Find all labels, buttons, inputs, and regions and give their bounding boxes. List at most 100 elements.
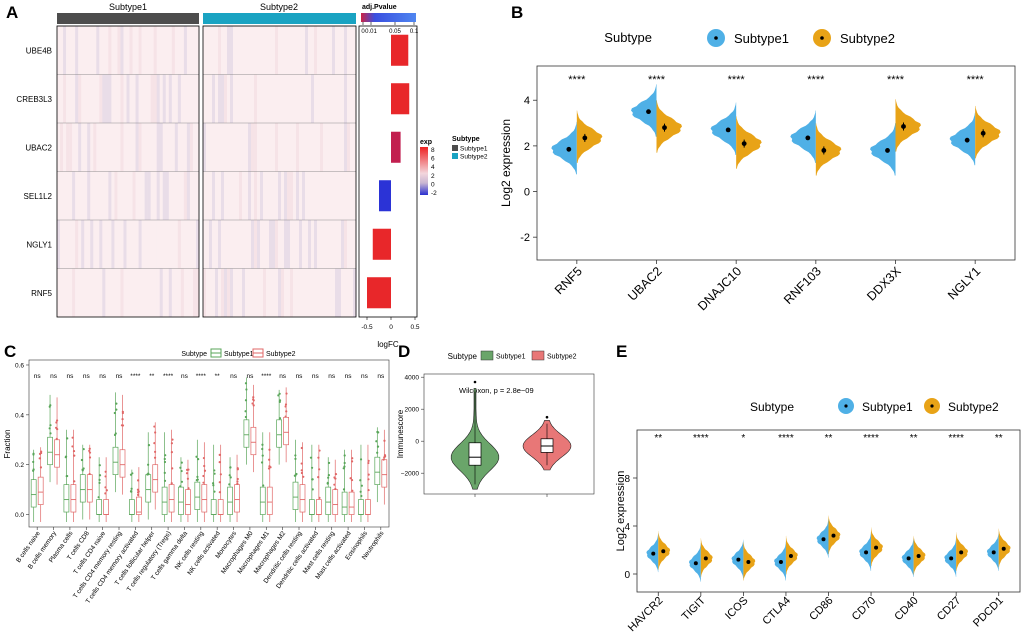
- outlier-point: [350, 478, 354, 482]
- heatmap-cell: [206, 220, 210, 269]
- heatmap-cell: [105, 26, 109, 75]
- box: [374, 456, 381, 485]
- outlier-point: [294, 454, 297, 457]
- heatmap-cell: [180, 26, 185, 75]
- heatmap-cell: [353, 220, 357, 269]
- outlier-point: [203, 469, 207, 472]
- heatmap-cell: [162, 26, 167, 75]
- heatmap-cell: [84, 171, 88, 220]
- panel-d-ytick-label: −2000: [401, 471, 420, 478]
- heatmap-cell: [123, 268, 127, 317]
- outlier-point: [163, 471, 166, 475]
- heatmap-cell: [236, 220, 240, 269]
- outlier-point: [180, 480, 184, 483]
- significance-label: ns: [361, 373, 369, 380]
- heatmap-cell: [248, 171, 252, 220]
- outlier-point: [218, 481, 221, 484]
- heatmap-cell: [278, 220, 282, 269]
- heatmap-cell: [87, 74, 91, 123]
- heatmap-cell: [329, 220, 333, 269]
- outlier-point: [32, 460, 35, 464]
- heatmap-cell: [126, 171, 130, 220]
- heatmap-cell: [66, 26, 70, 75]
- heatmap-cell: [239, 220, 243, 269]
- outlier-point: [311, 488, 314, 491]
- heatmap-cell: [284, 123, 288, 172]
- heatmap-cell: [233, 171, 237, 220]
- heatmap-cell: [63, 171, 67, 220]
- heatmap-cell: [147, 123, 151, 172]
- heatmap-cell: [278, 123, 282, 172]
- heatmap-cell: [245, 171, 249, 220]
- heatmap-cell: [174, 171, 179, 220]
- heatmap-cell: [227, 268, 231, 317]
- panel-b-ylabel: Log2 expression: [499, 119, 513, 207]
- heatmap-cell: [239, 123, 243, 172]
- heatmap-cell: [305, 123, 309, 172]
- median-point: [778, 560, 783, 564]
- heatmap-cell: [177, 220, 182, 269]
- heatmap-cell: [212, 268, 216, 317]
- heatmap-cell: [153, 220, 158, 269]
- heatmap-cell: [269, 123, 273, 172]
- heatmap-cell: [171, 220, 176, 269]
- outlier-point: [343, 454, 346, 457]
- heatmap-cell: [272, 123, 276, 172]
- outlier-point: [367, 461, 370, 465]
- heatmap-cell: [296, 123, 300, 172]
- heatmap-cell: [153, 74, 158, 123]
- outlier-point: [66, 437, 69, 440]
- significance-label: ****: [163, 373, 174, 380]
- heatmap-cell: [78, 220, 82, 269]
- heatmap-cell: [90, 220, 94, 269]
- heatmap-gene-label: CREB3L3: [16, 95, 52, 104]
- legend-label-subtype1: Subtype1: [496, 354, 526, 361]
- outlier-point: [203, 464, 206, 468]
- outlier-point: [302, 475, 305, 478]
- outlier-point: [383, 456, 386, 459]
- significance-label: ns: [50, 373, 58, 380]
- heatmap-cell: [320, 171, 324, 220]
- heatmap-cell: [66, 220, 70, 269]
- heatmap-legend-label-subtype2: Subtype2: [460, 154, 488, 161]
- heatmap-cell: [236, 74, 240, 123]
- outlier-point: [218, 453, 221, 456]
- heatmap-cell: [311, 171, 315, 220]
- significance-label: ****: [693, 433, 709, 444]
- heatmap-cell: [329, 268, 333, 317]
- outlier-point: [80, 458, 83, 462]
- heatmap-cell: [239, 74, 243, 123]
- heatmap-cell: [230, 26, 234, 75]
- outlier-point: [104, 486, 107, 489]
- outlier-point: [81, 468, 84, 471]
- heatmap-cell: [317, 171, 321, 220]
- outlier-point: [131, 472, 134, 475]
- outlier-point: [300, 446, 303, 450]
- panel-e-xtick-label: PDCD1: [971, 595, 1006, 630]
- outlier-point: [32, 452, 35, 455]
- heatmap-gene-label: NGLY1: [26, 240, 52, 249]
- heatmap-cell: [230, 123, 234, 172]
- heatmap-cell: [212, 123, 216, 172]
- significance-label: ****: [261, 373, 272, 380]
- heatmap-cell: [138, 268, 142, 317]
- box: [341, 491, 348, 515]
- heatmap-cell: [311, 123, 315, 172]
- heatmap-cell: [203, 123, 207, 172]
- heatmap-cell: [239, 171, 243, 220]
- median-point: [746, 560, 751, 564]
- outlier-point: [278, 399, 282, 402]
- heatmap-cell: [275, 220, 279, 269]
- heatmap-cell: [338, 26, 342, 75]
- heatmap-cell: [195, 74, 200, 123]
- heatmap-cell: [90, 171, 94, 220]
- outlier-point: [88, 451, 92, 454]
- panel-e-ytick-label: 0: [624, 570, 630, 581]
- heatmap-cell: [332, 220, 336, 269]
- heatmap-cell: [224, 26, 228, 75]
- panel-b-xtick-label: UBAC2: [625, 264, 664, 303]
- heatmap-cell: [314, 171, 318, 220]
- legend-dot: [714, 36, 718, 40]
- significance-label: ****: [568, 74, 586, 86]
- heatmap-cell: [171, 268, 176, 317]
